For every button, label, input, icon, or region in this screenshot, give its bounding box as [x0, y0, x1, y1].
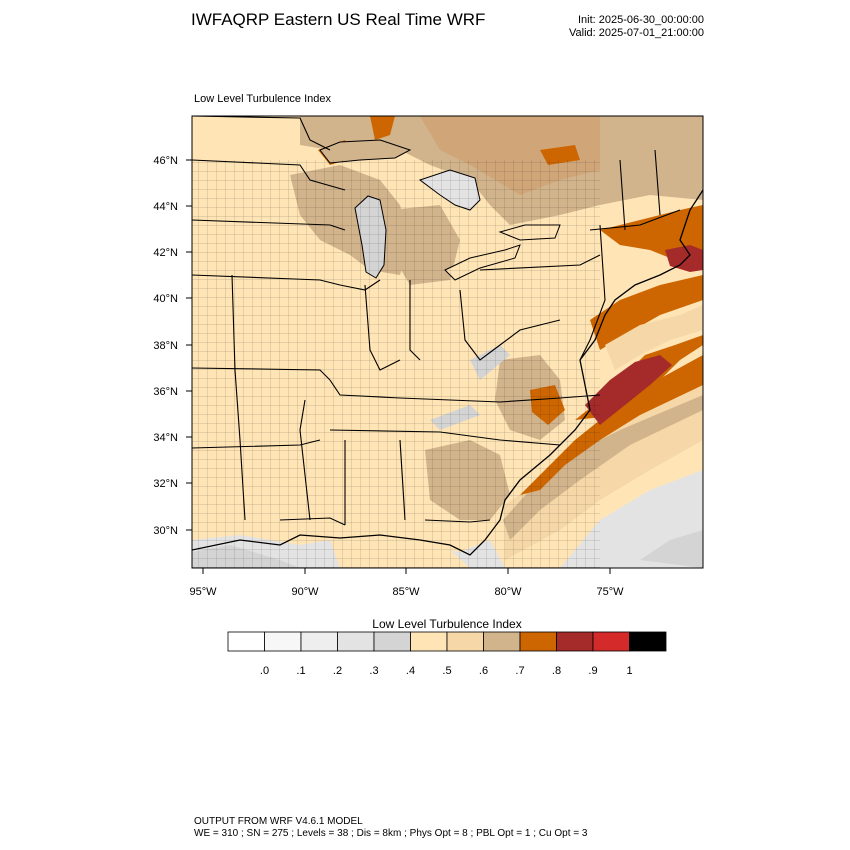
lat-label-32: 32°N [153, 478, 178, 490]
init-time: Init: 2025-06-30_00:00:00 [578, 14, 704, 26]
lat-label-44: 44°N [153, 201, 178, 213]
lat-label-42: 42°N [153, 247, 178, 259]
colorbar-tick-label: .8 [552, 665, 561, 677]
chart-title: IWFAQRP Eastern US Real Time WRF [191, 10, 486, 29]
colorbar-swatch [446, 631, 484, 652]
lon-ticks [202, 568, 611, 574]
colorbar [227, 631, 667, 652]
coastline [192, 189, 703, 556]
colorbar-swatch [592, 631, 630, 652]
colorbar-swatch [264, 631, 302, 652]
lon-labels: 95°W 90°W 85°W 80°W 75°W [189, 586, 624, 598]
colorbar-title: Low Level Turbulence Index [372, 617, 522, 631]
lat-ticks [186, 159, 192, 531]
colorbar-tick-label: .2 [333, 665, 342, 677]
lon-label-95: 95°W [189, 586, 217, 598]
colorbar-swatch [337, 631, 375, 652]
lat-label-34: 34°N [153, 432, 178, 444]
midatlantic-tan [605, 305, 703, 370]
colorbar-swatch [519, 631, 557, 652]
lon-label-75: 75°W [596, 586, 624, 598]
map-field-label: Low Level Turbulence Index [194, 93, 331, 105]
colorbar-tick-label: .4 [406, 665, 415, 677]
lat-label-40: 40°N [153, 293, 178, 305]
colorbar-swatch [556, 631, 594, 652]
newengland-red [665, 245, 703, 272]
lat-label-46: 46°N [153, 155, 178, 167]
lon-label-80: 80°W [494, 586, 522, 598]
lon-label-85: 85°W [392, 586, 420, 598]
colorbar-tick-label: .1 [296, 665, 305, 677]
lat-label-36: 36°N [153, 386, 178, 398]
atlantic-brown [503, 395, 703, 540]
colorbar-tick-label: .0 [260, 665, 269, 677]
colorbar-swatch [300, 631, 338, 652]
colorbar-tick-label: .6 [479, 665, 488, 677]
colorbar-tick-labels: .0 .1 .2 .3 .4 .5 .6 .7 .8 .9 1 [260, 665, 633, 677]
lat-label-30: 30°N [153, 525, 178, 537]
colorbar-swatch [373, 631, 411, 652]
colorbar-swatch [629, 631, 667, 652]
midatlantic-orange [590, 275, 703, 350]
model-info-line1: OUTPUT FROM WRF V4.6.1 MODEL [194, 816, 363, 827]
model-info-line2: WE = 310 ; SN = 275 ; Levels = 38 ; Dis … [194, 828, 588, 839]
colorbar-swatch [410, 631, 448, 652]
colorbar-swatch [483, 631, 521, 652]
state-boundaries [192, 149, 681, 526]
lat-labels: 46°N 44°N 42°N 40°N 38°N 36°N 34°N 32°N … [153, 155, 178, 537]
colorbar-tick-label: .5 [442, 665, 451, 677]
atlantic-gray-dark [640, 530, 703, 568]
colorbar-swatch [227, 631, 265, 652]
county-lines [192, 160, 600, 568]
map-field [192, 116, 703, 568]
colorbar-tick-label: .7 [515, 665, 524, 677]
lon-label-90: 90°W [291, 586, 319, 598]
map-frame [191, 115, 704, 569]
colorbar-tick-label: .9 [588, 665, 597, 677]
canada-orange-1 [370, 116, 395, 140]
colorbar-tick-label: 1 [626, 665, 632, 677]
canada-border [192, 116, 331, 151]
lat-label-38: 38°N [153, 340, 178, 352]
valid-time: Valid: 2025-07-01_21:00:00 [569, 27, 704, 39]
offshore-red [585, 355, 672, 425]
colorbar-tick-label: .3 [369, 665, 378, 677]
